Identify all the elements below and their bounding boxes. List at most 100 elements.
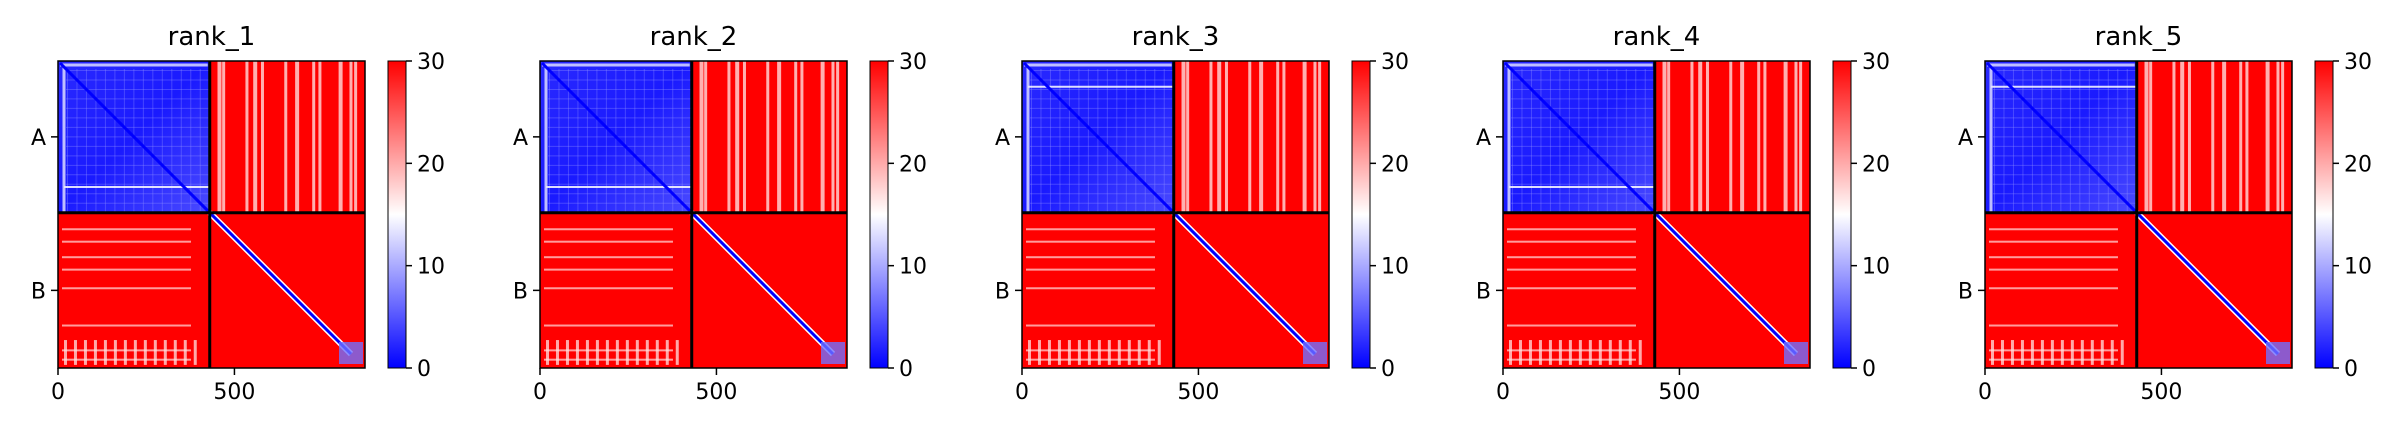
ab-stripe xyxy=(820,61,825,213)
ba-bar xyxy=(2010,340,2014,365)
colorbar-tick-label: 10 xyxy=(899,255,927,280)
ab-stripe xyxy=(1181,61,1186,213)
panel-title: rank_3 xyxy=(1132,22,1220,52)
ab-stripe xyxy=(1248,61,1252,213)
ba-bar xyxy=(2070,340,2074,365)
colorbar-tick-label: 10 xyxy=(2344,255,2372,280)
y-tick-label: B xyxy=(1958,279,1973,304)
ab-stripe xyxy=(284,61,288,213)
ba-bar xyxy=(1037,340,1041,365)
ab-stripe xyxy=(2180,61,2185,213)
ab-stripe xyxy=(295,61,300,213)
ab-stripe xyxy=(1313,61,1317,213)
colorbar-tick-label: 10 xyxy=(1862,255,1890,280)
ba-bar xyxy=(1608,340,1612,365)
colorbar-tick-label: 20 xyxy=(899,152,927,177)
ba-streak xyxy=(544,287,673,290)
diagonal-A xyxy=(1022,61,1175,214)
ba-streak xyxy=(1507,228,1636,231)
heatmap-panel-3: rank_3 A B 0 500 0 10 20 30 xyxy=(995,22,1409,405)
x-tick-label: 0 xyxy=(1978,380,1992,405)
ab-stripe xyxy=(245,61,249,213)
ab-stripe xyxy=(1224,61,1228,213)
heatmap-panel-5: rank_5 A B 0 500 0 10 20 30 xyxy=(1958,22,2372,405)
ab-stripe xyxy=(1757,61,1761,213)
ab-stripe xyxy=(794,61,798,213)
ba-bar xyxy=(655,340,659,365)
ab-stripe xyxy=(2265,61,2270,213)
y-tick-label: A xyxy=(513,126,528,151)
ab-stripe xyxy=(766,61,770,213)
colorbar xyxy=(1832,60,1852,369)
ba-bar xyxy=(1077,340,1081,365)
ba-bar xyxy=(1067,340,1071,365)
ba-bar xyxy=(2090,340,2094,365)
x-tick-label: 0 xyxy=(1015,380,1029,405)
ab-stripe xyxy=(2211,61,2215,213)
ba-streak xyxy=(1026,268,1155,271)
heatmap-panel-1: rank_1 A B 0 500 0 10 20 30 xyxy=(31,22,445,405)
ab-stripe xyxy=(318,61,322,213)
ba-bar xyxy=(2050,340,2054,365)
heatmap-panel-2: rank_2 A B 0 500 0 10 20 30 xyxy=(513,22,927,405)
ba-streak xyxy=(1507,240,1636,243)
ba-bar xyxy=(1107,340,1111,365)
colorbar-tick-label: 30 xyxy=(2344,50,2372,75)
ba-bar xyxy=(173,340,177,365)
ba-bar xyxy=(153,340,157,365)
ba-bar xyxy=(2030,340,2034,365)
ba-streak xyxy=(1989,228,2118,231)
ba-streak xyxy=(1989,324,2118,327)
ba-bar xyxy=(1548,340,1552,365)
y-tick-label: B xyxy=(513,279,528,304)
ba-bar xyxy=(1518,340,1522,365)
colorbar xyxy=(869,60,889,369)
ab-stripe xyxy=(1282,61,1286,213)
y-tick-label: B xyxy=(995,279,1010,304)
block-B-A xyxy=(1985,212,2137,368)
ba-bar xyxy=(605,340,609,365)
ba-bar xyxy=(2120,340,2124,365)
ba-streak xyxy=(1507,268,1636,271)
ab-stripe xyxy=(1209,61,1213,213)
ab-stripe xyxy=(1729,61,1733,213)
ab-stripe xyxy=(312,61,316,213)
colorbar-tick-label: 30 xyxy=(417,50,445,75)
ab-stripe xyxy=(1783,61,1788,213)
x-tick-label: 500 xyxy=(1177,380,1219,405)
ba-streak xyxy=(1026,256,1155,259)
ba-bar xyxy=(575,340,579,365)
colorbar-tick-label: 20 xyxy=(1862,152,1890,177)
colorbar-tick-label: 10 xyxy=(1381,255,1409,280)
y-tick-label: A xyxy=(1958,126,1973,151)
colorbar xyxy=(387,60,407,369)
plot-frame xyxy=(57,60,366,369)
ba-bar xyxy=(103,340,107,365)
ab-stripe xyxy=(2222,61,2227,213)
diagonal-B xyxy=(208,211,353,356)
colorbar-tick-label: 0 xyxy=(1381,357,1395,382)
ba-streak xyxy=(1026,287,1155,290)
diagonal-B xyxy=(690,211,835,356)
ba-streak xyxy=(62,287,191,290)
colorbar-tick-label: 20 xyxy=(1381,152,1409,177)
ab-stripe xyxy=(1302,61,1307,213)
ba-bar xyxy=(1127,340,1131,365)
ba-bar xyxy=(163,340,167,365)
ba-streak xyxy=(62,256,191,259)
ab-stripe xyxy=(349,61,353,213)
y-tick-label: A xyxy=(31,126,46,151)
panel-title: rank_2 xyxy=(650,22,738,52)
diagonal-A xyxy=(58,61,211,214)
y-tick-label: A xyxy=(995,126,1010,151)
ab-stripe xyxy=(2239,61,2243,213)
x-tick-label: 0 xyxy=(1496,380,1510,405)
ab-stripe xyxy=(2276,61,2280,213)
ab-stripe xyxy=(1794,61,1798,213)
colorbar-tick-label: 10 xyxy=(417,255,445,280)
heatmap-panel-4: rank_4 A B 0 500 0 10 20 30 xyxy=(1476,22,1890,405)
ba-bar xyxy=(64,340,67,365)
ba-bar xyxy=(665,340,669,365)
ba-streak xyxy=(544,268,673,271)
